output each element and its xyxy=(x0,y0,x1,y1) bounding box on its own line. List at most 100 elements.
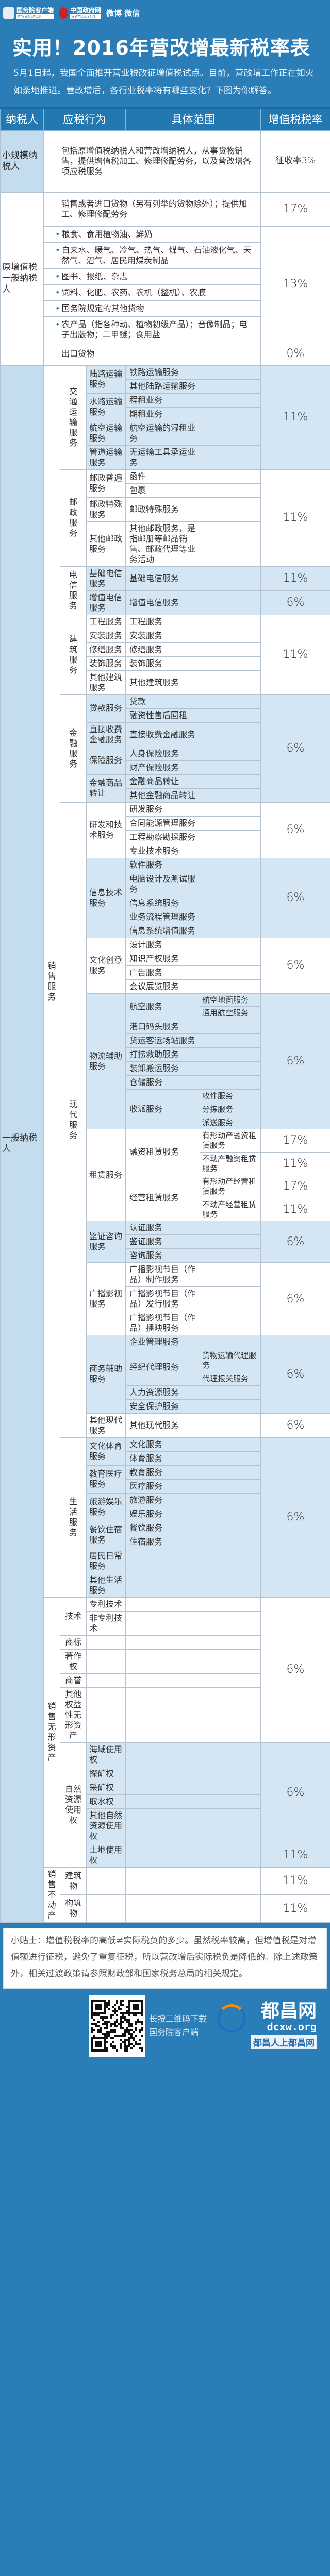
subservice-cell: 保险服务 xyxy=(86,746,126,775)
gov-app-icon xyxy=(3,7,14,19)
scope-cell: 其他现代服务 xyxy=(125,1413,200,1438)
table-row: 期租业务 xyxy=(1,406,330,421)
table-row: 商务辅助服务 企业管理服务 6% xyxy=(1,1335,330,1414)
rate-cell: 13% xyxy=(260,226,330,343)
empty-cell xyxy=(200,1286,261,1312)
service-cell: 技术 xyxy=(60,1597,87,1636)
rate-cell: 6% xyxy=(260,590,330,615)
empty-cell xyxy=(200,1075,261,1090)
tip-box: 小贴士：增值税税率的高低≠实际税负的多少。虽然税率较高，但增值税是对增值额进行征… xyxy=(3,1927,327,1989)
empty-cell xyxy=(125,1794,200,1809)
empty-cell xyxy=(86,1894,126,1923)
national-emblem-icon xyxy=(59,7,69,19)
rate-cell: 6% xyxy=(260,857,330,938)
rate-cell: 6% xyxy=(260,993,330,1130)
empty-cell xyxy=(200,1399,261,1414)
table-row: 信息系统增值服务 xyxy=(1,923,330,938)
detail-cell: 有形动产经营租赁服务 xyxy=(200,1175,261,1198)
table-row: 代理报关服务 xyxy=(1,1371,330,1386)
empty-cell xyxy=(200,656,261,671)
table-row: 原增值税一般纳税人 销售或者进口货物（另有列举的货物除外）；提供加工、修理修配劳… xyxy=(0,192,330,366)
gov-site-name: 中国政府网 xyxy=(70,6,102,14)
empty-cell xyxy=(200,1687,261,1743)
scope-cell: 修缮服务 xyxy=(125,642,200,657)
scope-cell: 住宿服务 xyxy=(125,1534,200,1549)
scope-cell: 财产保险服务 xyxy=(125,760,200,775)
empty-cell xyxy=(200,1451,261,1466)
scope-item: 农产品（指各种动、植物初级产品）；音像制品；电子出版物；二甲醚；食用盐 xyxy=(43,316,261,343)
scope-cell: 航空服务 xyxy=(125,993,200,1020)
scope-cell: 设计服务 xyxy=(125,937,200,952)
rate-cell: 0% xyxy=(260,342,330,366)
detail-cell: 不动产融资租赁服务 xyxy=(200,1151,261,1176)
service-cell: 著作权 xyxy=(60,1649,87,1674)
service-cell: 交通运输服务 xyxy=(60,365,87,470)
table-row: 其他权益性无形资产 xyxy=(1,1687,330,1743)
table-row: 娱乐服务 xyxy=(1,1506,330,1521)
rate-cell: 11% xyxy=(260,566,330,591)
table-row: 销售不动产 建筑物 11% xyxy=(1,1867,330,1923)
empty-cell xyxy=(200,1780,261,1795)
watermark-domain: dcxw.org xyxy=(267,2021,317,2033)
subservice-cell: 餐饮住宿服务 xyxy=(86,1520,126,1549)
empty-cell xyxy=(200,923,261,938)
scope-cell: 包括原增值税纳税人和营改增纳税人，从事货物销售，提供增值税加工、修理修配劳务，以… xyxy=(43,130,261,193)
table-row: 农产品（指各种动、植物初级产品）；音像制品；电子出版物；二甲醚；食用盐 xyxy=(1,316,330,343)
rate-cell: 11% xyxy=(260,614,330,695)
rate-cell: 11% xyxy=(260,1894,330,1923)
empty-cell xyxy=(200,1635,261,1650)
scope-cell: 专业技术服务 xyxy=(125,843,200,858)
scope-cell: 其他金融商品转让 xyxy=(125,788,200,803)
empty-cell xyxy=(200,1867,261,1895)
subservice-cell: 其他现代服务 xyxy=(86,1413,126,1438)
table-row: 经营租赁服务 有形动产经营租赁服务 17% xyxy=(1,1175,330,1222)
subservice-cell: 邮政普遍服务 xyxy=(86,469,126,498)
watermark-emblem-icon xyxy=(217,2004,246,2033)
scope-cell: 期租业务 xyxy=(125,406,200,421)
qr-code-icon[interactable] xyxy=(89,1994,145,2057)
empty-cell xyxy=(200,1335,261,1350)
subservice-cell: 物流辅助服务 xyxy=(86,993,126,1130)
table-row: 派送服务 xyxy=(1,1115,330,1130)
logo-bar: 国务院客户端 WWW.GOV.CN 中国政府网 WWW.GOV.CN 微博 微信 xyxy=(3,5,327,21)
detail-cell: 收件服务 xyxy=(200,1089,261,1103)
table-row: 直接收费金融服务 直接收费金融服务 xyxy=(1,722,330,747)
gov-app-url: WWW.GOV.CN xyxy=(16,14,54,19)
scope-cell: 贷款 xyxy=(125,694,200,709)
empty-cell xyxy=(200,1493,261,1507)
empty-cell xyxy=(200,1221,261,1235)
table-row: 通用航空服务 xyxy=(1,1006,330,1020)
scope-cell: 函件 xyxy=(125,469,200,484)
empty-cell xyxy=(200,722,261,747)
table-row: 物流辅助服务 航空服务 航空地面服务 6% xyxy=(1,993,330,1130)
empty-cell xyxy=(200,1611,261,1636)
empty-cell xyxy=(200,829,261,844)
rate-cell: 17% xyxy=(260,1175,330,1198)
empty-cell xyxy=(125,1635,200,1650)
empty-cell xyxy=(200,843,261,858)
table-row: 自来水、暖气、冷气、热气、煤气、石油液化气、天然气、沼气、居民用煤炭制品 xyxy=(1,242,330,269)
rate-cell: 11% xyxy=(260,469,330,567)
subservice-cell: 教育医疗服务 xyxy=(86,1465,126,1494)
scope-cell: 广告服务 xyxy=(125,965,200,980)
scope-cell: 广播影视节目（作品）播映服务 xyxy=(125,1311,200,1336)
social-label: 微博 微信 xyxy=(106,8,140,18)
qr-download[interactable]: 长按二维码下载 国务院客户端 xyxy=(89,1994,207,2057)
table-row: 电脑设计及测试服务 xyxy=(1,871,330,896)
table-row: 安全保护服务 xyxy=(1,1399,330,1414)
subservice-cell: 采矿权 xyxy=(86,1780,126,1795)
table-row: 专业技术服务 xyxy=(1,843,330,858)
service-cell: 其他权益性无形资产 xyxy=(60,1687,87,1743)
empty-cell xyxy=(200,1572,261,1598)
rate-cell: 6% xyxy=(260,1742,330,1843)
empty-cell xyxy=(200,1894,261,1923)
table-row: 货运客运场站服务 xyxy=(1,1033,330,1048)
scope-cell: 人力资源服务 xyxy=(125,1385,200,1400)
table-row: 广播影视节目（作品）播映服务 xyxy=(1,1311,330,1336)
subservice-cell: 贷款服务 xyxy=(86,694,126,723)
table-row: 住宿服务 xyxy=(1,1534,330,1549)
empty-cell xyxy=(200,566,261,591)
scope-cell: 咨询服务 xyxy=(125,1248,200,1263)
empty-cell xyxy=(125,1687,200,1743)
empty-cell xyxy=(200,1649,261,1674)
